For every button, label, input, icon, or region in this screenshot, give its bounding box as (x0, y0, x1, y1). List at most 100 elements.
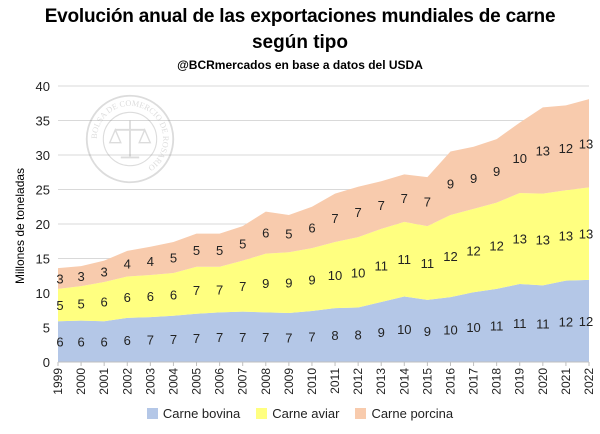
x-tick-label: 2006 (213, 368, 227, 395)
y-tick-label: 15 (36, 252, 50, 267)
data-label: 12 (489, 239, 503, 254)
legend-swatch (256, 408, 268, 419)
data-label: 11 (421, 256, 435, 271)
data-label: 9 (424, 324, 431, 339)
y-tick-label: 40 (36, 79, 50, 94)
legend: Carne bovina Carne aviar Carne porcina (0, 406, 600, 421)
areas (58, 99, 589, 362)
data-label: 9 (378, 325, 385, 340)
data-label: 13 (536, 233, 550, 248)
data-label: 7 (239, 279, 246, 294)
data-label: 10 (351, 265, 365, 280)
area-carne-aviar (58, 187, 589, 322)
legend-item: Carne bovina (146, 406, 240, 421)
chart-title-line1: Evolución anual de las exportaciones mun… (44, 6, 556, 27)
legend-item: Carne aviar (256, 406, 339, 421)
x-tick-label: 2013 (374, 368, 388, 395)
data-label: 6 (262, 226, 269, 241)
x-tick-label: 2008 (259, 368, 273, 395)
data-label: 12 (443, 249, 457, 264)
x-tick-label: 2019 (513, 368, 527, 395)
data-label: 9 (262, 276, 269, 291)
data-label: 7 (239, 330, 246, 345)
x-tick-label: 2005 (190, 368, 204, 395)
data-label: 7 (378, 198, 385, 213)
data-label: 6 (147, 289, 154, 304)
data-label: 7 (308, 329, 315, 344)
data-label: 12 (579, 314, 593, 329)
data-label: 13 (513, 231, 527, 246)
data-label: 9 (308, 273, 315, 288)
data-label: 6 (101, 335, 108, 350)
data-label: 5 (285, 227, 292, 242)
data-label: 13 (536, 144, 550, 159)
data-label: 13 (559, 228, 573, 243)
data-label: 5 (216, 243, 223, 258)
data-label: 12 (466, 244, 480, 259)
data-label: 10 (328, 268, 342, 283)
data-label: 10 (397, 322, 411, 337)
area-carne-bovina (58, 279, 589, 362)
data-label: 7 (193, 283, 200, 298)
data-label: 5 (77, 296, 84, 311)
legend-label: Carne aviar (272, 406, 340, 421)
data-label: 6 (77, 334, 84, 349)
x-tick-label: 2002 (120, 368, 134, 395)
data-label: 12 (559, 141, 573, 156)
x-tick-label: 2020 (536, 368, 550, 395)
data-label: 9 (470, 171, 477, 186)
data-label: 4 (147, 254, 154, 269)
y-tick-label: 35 (36, 114, 50, 129)
chart-subtitle: @BCRmercados en base a datos del USDA (177, 58, 423, 72)
legend-swatch (146, 408, 158, 419)
legend-swatch (355, 408, 367, 419)
data-label: 7 (285, 331, 292, 346)
data-label: 13 (579, 227, 593, 242)
data-label: 8 (355, 328, 362, 343)
y-tick-label: 5 (43, 321, 50, 336)
data-label: 7 (355, 205, 362, 220)
x-tick-label: 2004 (166, 368, 180, 395)
data-label: 5 (170, 250, 177, 265)
data-label: 6 (308, 220, 315, 235)
data-label: 6 (101, 295, 108, 310)
legend-item: Carne porcina (355, 406, 453, 421)
x-tick-label: 2014 (397, 368, 411, 395)
data-label: 11 (536, 317, 550, 332)
y-tick-label: 20 (36, 217, 50, 232)
data-label: 8 (331, 328, 338, 343)
data-label: 6 (170, 287, 177, 302)
data-label: 5 (239, 236, 246, 251)
data-label: 9 (447, 176, 454, 191)
data-label: 13 (579, 136, 593, 151)
x-tick-label: 2003 (143, 368, 157, 395)
data-label: 7 (401, 191, 408, 206)
data-label: 6 (124, 333, 131, 348)
data-label: 7 (147, 333, 154, 348)
x-tick-label: 2022 (582, 368, 596, 395)
x-tick-label: 2016 (443, 368, 457, 395)
bcr-seal-watermark: BOLSA DE COMERCIO DE ROSARIO (85, 94, 175, 184)
data-label: 5 (56, 298, 63, 313)
x-tick-label: 2001 (97, 368, 111, 395)
data-label: 7 (262, 330, 269, 345)
legend-label: Carne porcina (371, 406, 454, 421)
data-labels: 6 6 6 6 7 7 7 7 7 7 7 7 8 8 9 10 9 10 10 11 11 11 12 125 5 6 6 6 6 7 7… (56, 136, 593, 349)
data-label: 9 (493, 164, 500, 179)
y-axis-title: Millones de toneladas (13, 168, 27, 284)
y-tick-label: 10 (36, 286, 50, 301)
x-tick-label: 2021 (559, 368, 573, 395)
data-label: 7 (193, 331, 200, 346)
data-label: 7 (216, 330, 223, 345)
y-tick-label: 0 (43, 355, 50, 370)
x-tick-label: 2000 (74, 368, 88, 395)
data-label: 7 (424, 195, 431, 210)
data-label: 4 (124, 257, 131, 272)
data-label: 3 (77, 269, 84, 284)
x-tick-label: 2009 (282, 368, 296, 395)
x-tick-label: 2015 (420, 368, 434, 395)
x-tick-label: 2012 (351, 368, 365, 395)
y-tick-label: 30 (36, 148, 50, 163)
